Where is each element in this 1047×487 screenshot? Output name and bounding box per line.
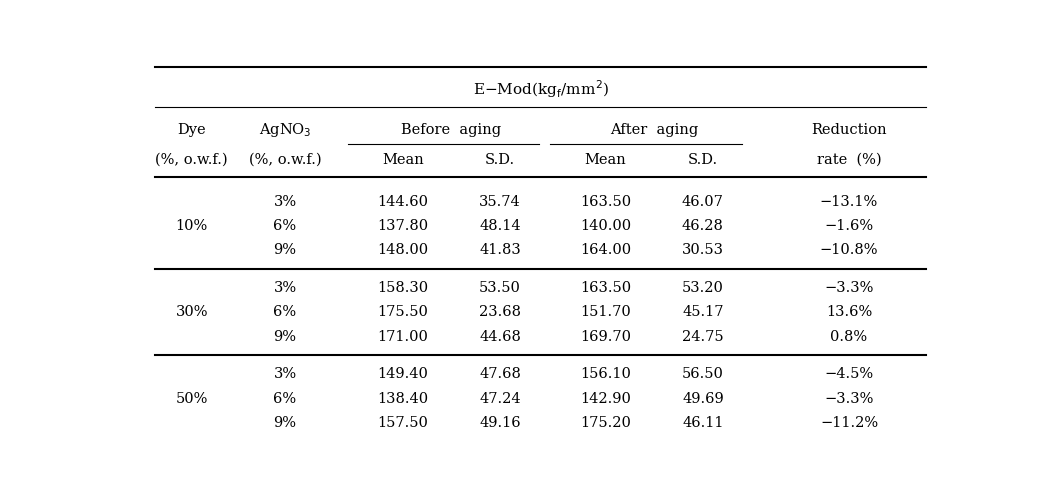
Text: 158.30: 158.30 xyxy=(377,281,428,295)
Text: 23.68: 23.68 xyxy=(480,305,521,319)
Text: AgNO$_3$: AgNO$_3$ xyxy=(259,121,311,139)
Text: 9%: 9% xyxy=(273,416,296,430)
Text: 171.00: 171.00 xyxy=(377,330,428,344)
Text: −11.2%: −11.2% xyxy=(820,416,878,430)
Text: 144.60: 144.60 xyxy=(377,195,428,209)
Text: 49.69: 49.69 xyxy=(682,392,723,406)
Text: 30%: 30% xyxy=(176,305,208,319)
Text: 24.75: 24.75 xyxy=(682,330,723,344)
Text: 53.50: 53.50 xyxy=(480,281,521,295)
Text: 46.28: 46.28 xyxy=(682,219,723,233)
Text: 6%: 6% xyxy=(273,219,296,233)
Text: −10.8%: −10.8% xyxy=(820,244,878,258)
Text: Reduction: Reduction xyxy=(811,123,887,137)
Text: −3.3%: −3.3% xyxy=(824,281,873,295)
Text: S.D.: S.D. xyxy=(485,153,515,167)
Text: −4.5%: −4.5% xyxy=(824,367,873,381)
Text: 47.24: 47.24 xyxy=(480,392,521,406)
Text: Mean: Mean xyxy=(584,153,626,167)
Text: 0.8%: 0.8% xyxy=(830,330,868,344)
Text: 6%: 6% xyxy=(273,392,296,406)
Text: 137.80: 137.80 xyxy=(377,219,428,233)
Text: 10%: 10% xyxy=(176,219,208,233)
Text: 169.70: 169.70 xyxy=(580,330,631,344)
Text: −1.6%: −1.6% xyxy=(824,219,873,233)
Text: 47.68: 47.68 xyxy=(480,367,521,381)
Text: 142.90: 142.90 xyxy=(580,392,631,406)
Text: Dye: Dye xyxy=(177,123,206,137)
Text: Before  aging: Before aging xyxy=(401,123,502,137)
Text: 3%: 3% xyxy=(273,281,296,295)
Text: 45.17: 45.17 xyxy=(683,305,723,319)
Text: 6%: 6% xyxy=(273,305,296,319)
Text: 175.20: 175.20 xyxy=(580,416,631,430)
Text: 46.07: 46.07 xyxy=(682,195,723,209)
Text: 50%: 50% xyxy=(176,392,208,406)
Text: 164.00: 164.00 xyxy=(580,244,631,258)
Text: 163.50: 163.50 xyxy=(580,195,631,209)
Text: 30.53: 30.53 xyxy=(682,244,723,258)
Text: (%, o.w.f.): (%, o.w.f.) xyxy=(249,153,321,167)
Text: 151.70: 151.70 xyxy=(580,305,631,319)
Text: rate  (%): rate (%) xyxy=(817,153,882,167)
Text: 41.83: 41.83 xyxy=(480,244,521,258)
Text: 49.16: 49.16 xyxy=(480,416,521,430)
Text: 156.10: 156.10 xyxy=(580,367,631,381)
Text: 48.14: 48.14 xyxy=(480,219,521,233)
Text: 138.40: 138.40 xyxy=(377,392,428,406)
Text: 44.68: 44.68 xyxy=(480,330,521,344)
Text: (%, o.w.f.): (%, o.w.f.) xyxy=(155,153,228,167)
Text: 149.40: 149.40 xyxy=(377,367,428,381)
Text: 3%: 3% xyxy=(273,367,296,381)
Text: 9%: 9% xyxy=(273,330,296,344)
Text: 163.50: 163.50 xyxy=(580,281,631,295)
Text: 148.00: 148.00 xyxy=(377,244,428,258)
Text: Mean: Mean xyxy=(382,153,424,167)
Text: 35.74: 35.74 xyxy=(480,195,521,209)
Text: S.D.: S.D. xyxy=(688,153,718,167)
Text: E$-$Mod(kg$_\mathrm{f}$/mm$^2$): E$-$Mod(kg$_\mathrm{f}$/mm$^2$) xyxy=(472,78,608,100)
Text: 13.6%: 13.6% xyxy=(826,305,872,319)
Text: 175.50: 175.50 xyxy=(377,305,428,319)
Text: 157.50: 157.50 xyxy=(377,416,428,430)
Text: −3.3%: −3.3% xyxy=(824,392,873,406)
Text: 53.20: 53.20 xyxy=(682,281,723,295)
Text: −13.1%: −13.1% xyxy=(820,195,878,209)
Text: 9%: 9% xyxy=(273,244,296,258)
Text: 3%: 3% xyxy=(273,195,296,209)
Text: 140.00: 140.00 xyxy=(580,219,631,233)
Text: 46.11: 46.11 xyxy=(683,416,723,430)
Text: After  aging: After aging xyxy=(610,123,698,137)
Text: 56.50: 56.50 xyxy=(682,367,723,381)
